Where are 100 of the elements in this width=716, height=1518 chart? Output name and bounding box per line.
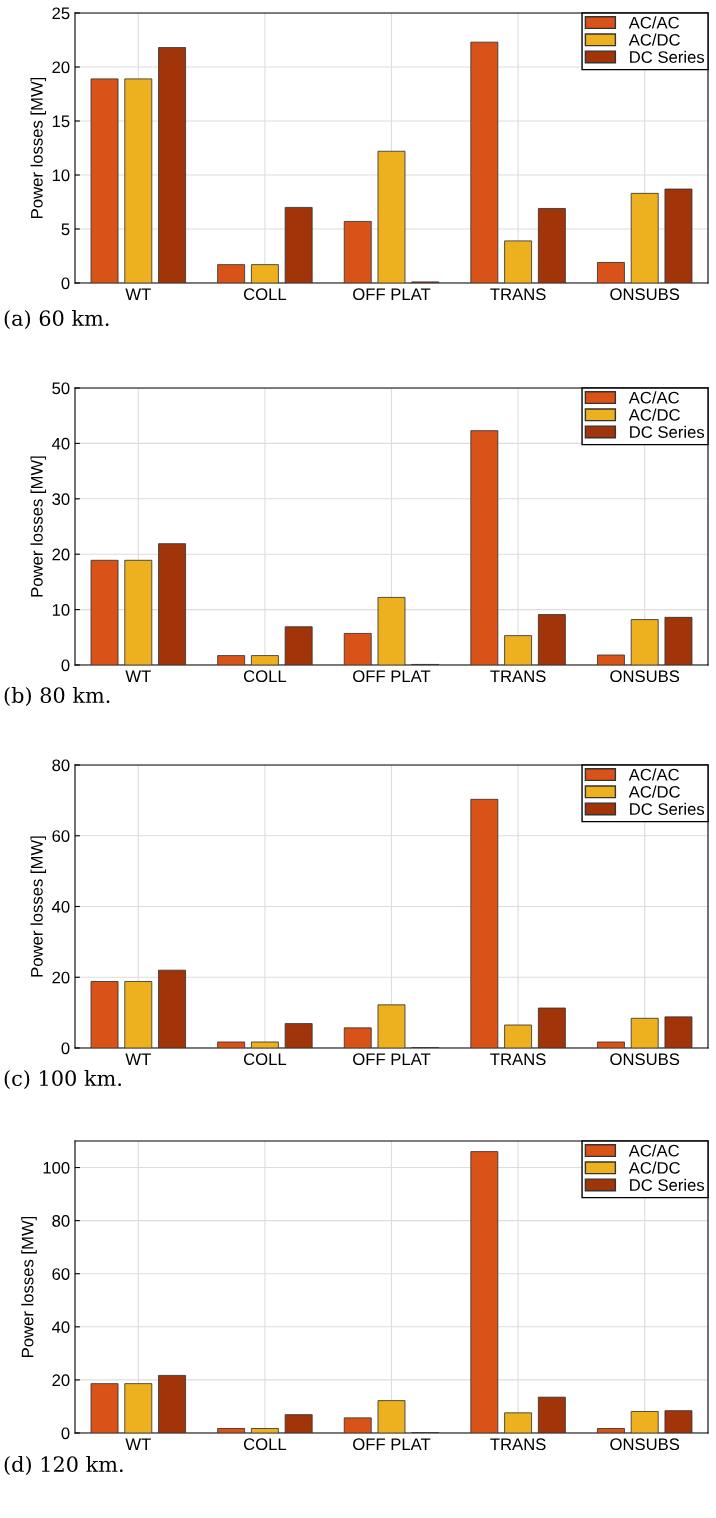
y-tick-label: 60 bbox=[52, 830, 70, 842]
bar bbox=[597, 1428, 625, 1433]
bar bbox=[90, 559, 119, 665]
legend-label: AC/DC bbox=[628, 408, 680, 421]
bar bbox=[284, 1023, 313, 1048]
legend-label: AC/DC bbox=[628, 785, 680, 798]
legend-label: AC/AC bbox=[628, 16, 680, 29]
legend-label: DC Series bbox=[630, 802, 705, 815]
bar bbox=[284, 1414, 313, 1433]
bar bbox=[664, 1410, 693, 1433]
x-tick-label: COLL bbox=[243, 670, 287, 683]
bar bbox=[124, 981, 153, 1048]
bar bbox=[250, 655, 279, 665]
legend-label: DC Series bbox=[630, 425, 705, 438]
bar bbox=[597, 654, 625, 665]
y-tick-label: 0 bbox=[61, 659, 70, 672]
y-tick-label: 80 bbox=[52, 759, 70, 772]
y-tick-label: 0 bbox=[61, 1427, 70, 1440]
x-tick-label: ONSUBS bbox=[610, 288, 680, 301]
x-tick-label: WT bbox=[125, 1053, 151, 1065]
bar bbox=[158, 543, 186, 665]
bar bbox=[124, 78, 153, 283]
y-tick-label: 10 bbox=[52, 604, 70, 616]
bar bbox=[284, 206, 313, 283]
bar bbox=[90, 78, 119, 283]
legend-label: AC/AC bbox=[628, 1144, 680, 1157]
bar bbox=[504, 1024, 533, 1048]
y-tick-label: 60 bbox=[52, 1268, 70, 1280]
y-tick-label: 30 bbox=[52, 493, 70, 505]
bar bbox=[158, 969, 186, 1048]
x-tick-label: OFF PLAT bbox=[353, 670, 431, 683]
y-tick-label: 0 bbox=[61, 1042, 70, 1055]
bar bbox=[158, 47, 186, 283]
bar bbox=[470, 798, 499, 1048]
bar bbox=[284, 626, 313, 665]
x-tick-label: TRANS bbox=[490, 288, 546, 301]
text: (d) 120 km. bbox=[4, 1455, 123, 1475]
bar bbox=[217, 264, 246, 283]
bar bbox=[158, 1374, 186, 1433]
bar bbox=[504, 240, 533, 283]
y-tick-label: 5 bbox=[61, 223, 70, 236]
bar bbox=[377, 1004, 406, 1048]
text: (c) 100 km. bbox=[4, 1069, 121, 1089]
bar bbox=[250, 264, 279, 283]
y-tick-label: 40 bbox=[51, 900, 70, 913]
bar bbox=[630, 1017, 659, 1048]
text: (a) 60 km. bbox=[4, 309, 109, 329]
bar bbox=[504, 1412, 533, 1433]
x-tick-label: WT bbox=[125, 288, 151, 300]
y-axis-title: Power losses [MW] bbox=[30, 77, 47, 218]
y-axis-title: Power losses [MW] bbox=[30, 836, 47, 977]
x-tick-label: ONSUBS bbox=[610, 1438, 680, 1451]
x-tick-label: WT bbox=[125, 1438, 151, 1450]
bar bbox=[537, 1007, 566, 1048]
x-tick-label: WT bbox=[125, 670, 151, 682]
x-tick-label: OFF PLAT bbox=[353, 1053, 431, 1066]
y-tick-label: 80 bbox=[52, 1215, 70, 1227]
y-tick-label: 10 bbox=[52, 169, 70, 182]
x-tick-label: TRANS bbox=[490, 1053, 546, 1066]
bar bbox=[470, 430, 499, 665]
bar bbox=[537, 208, 566, 283]
y-tick-label: 0 bbox=[61, 277, 70, 290]
bar bbox=[597, 262, 625, 283]
legend-label: DC Series bbox=[630, 50, 705, 63]
bar bbox=[537, 1396, 566, 1433]
x-tick-label: COLL bbox=[243, 288, 287, 301]
legend-label: AC/AC bbox=[628, 391, 680, 404]
bar bbox=[504, 635, 533, 665]
bar bbox=[90, 981, 119, 1048]
y-axis-title: Power losses [MW] bbox=[21, 1216, 37, 1357]
bar bbox=[537, 614, 566, 665]
x-tick-label: TRANS bbox=[490, 1438, 546, 1451]
y-tick-label: 40 bbox=[51, 437, 70, 450]
bar bbox=[90, 1383, 119, 1433]
y-tick-label: 20 bbox=[52, 971, 70, 984]
x-tick-label: COLL bbox=[243, 1053, 287, 1066]
y-tick-label: 20 bbox=[52, 61, 70, 74]
x-tick-label: COLL bbox=[243, 1438, 287, 1451]
legend-label: AC/DC bbox=[628, 33, 680, 46]
bar bbox=[377, 150, 406, 283]
y-tick-label: 25 bbox=[52, 7, 70, 20]
x-tick-label: ONSUBS bbox=[610, 1053, 680, 1066]
legend-label: AC/DC bbox=[628, 1161, 680, 1174]
legend-label: DC Series bbox=[630, 1178, 705, 1191]
x-tick-label: OFF PLAT bbox=[353, 1438, 431, 1451]
bar bbox=[597, 1041, 625, 1048]
bar bbox=[217, 1428, 246, 1433]
bar bbox=[470, 41, 499, 283]
bar bbox=[343, 633, 372, 665]
y-tick-label: 40 bbox=[51, 1321, 70, 1334]
text: (b) 80 km. bbox=[4, 686, 110, 706]
bar bbox=[630, 1411, 659, 1433]
x-tick-label: TRANS bbox=[490, 670, 546, 683]
bar bbox=[217, 655, 246, 665]
y-tick-label: 50 bbox=[52, 382, 70, 395]
y-tick-label: 20 bbox=[52, 548, 70, 561]
y-tick-label: 100 bbox=[43, 1161, 70, 1174]
bar bbox=[124, 559, 153, 665]
bar bbox=[630, 619, 659, 665]
bar bbox=[664, 1016, 693, 1048]
